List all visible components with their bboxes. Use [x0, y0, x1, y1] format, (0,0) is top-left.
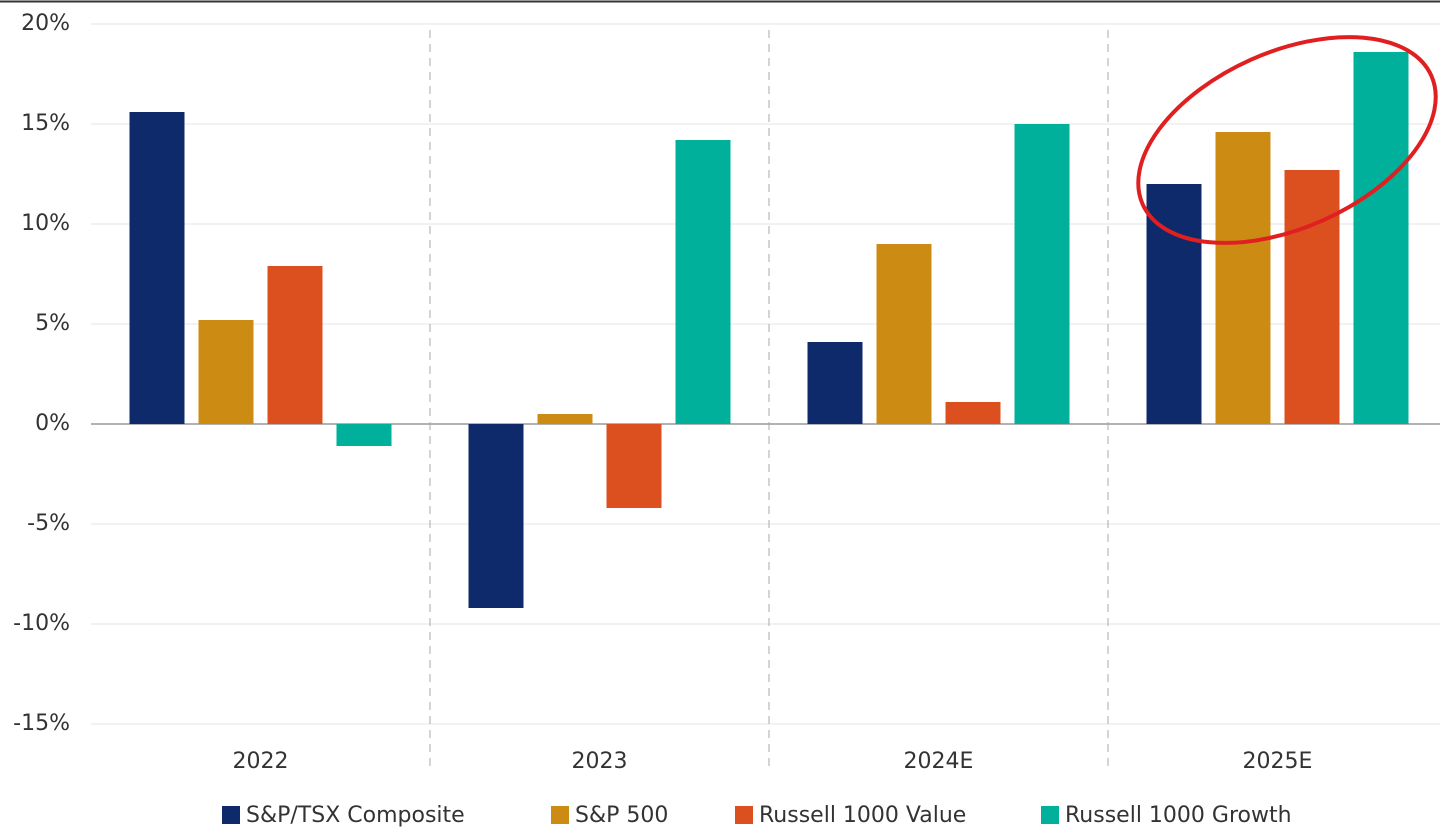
y-tick-label: -5%: [27, 511, 70, 536]
legend-swatch: [551, 806, 569, 824]
plot-area: -15% -10% -5% 0% 5% 10% 15% 20% 2022 2023 2024E 202…: [13, 11, 1440, 774]
bar: [1284, 170, 1340, 424]
bar: [876, 244, 932, 424]
bar: [807, 342, 863, 424]
legend-label: Russell 1000 Value: [759, 803, 966, 827]
bar: [468, 424, 524, 608]
bar: [945, 402, 1001, 424]
x-tick-label: 2022: [233, 749, 289, 774]
legend-swatch: [735, 806, 753, 824]
legend-swatch: [222, 806, 240, 824]
bar: [537, 414, 593, 424]
bar: [1215, 132, 1271, 424]
y-tick-label: 20%: [21, 11, 70, 36]
x-tick-label: 2025E: [1243, 749, 1313, 774]
bar: [1014, 124, 1070, 424]
y-tick-label: -10%: [13, 611, 70, 636]
highlight-ellipse: [1136, 35, 1438, 245]
bar: [1353, 52, 1409, 424]
bar: [198, 320, 254, 424]
legend-swatch: [1041, 806, 1059, 824]
bar: [129, 112, 185, 424]
y-tick-label: 0%: [35, 411, 70, 436]
legend-label: S&P/TSX Composite: [246, 803, 465, 827]
legend: S&P/TSX Composite S&P 500 Russell 1000 Val…: [222, 803, 1292, 827]
bar: [675, 140, 731, 424]
bar: [606, 424, 662, 508]
bar: [336, 424, 392, 446]
y-tick-label: 5%: [35, 311, 70, 336]
legend-label: Russell 1000 Growth: [1065, 803, 1292, 827]
y-tick-label: 10%: [21, 211, 70, 236]
y-tick-label: -15%: [13, 711, 70, 736]
y-tick-label: 15%: [21, 111, 70, 136]
legend-label: S&P 500: [575, 803, 668, 827]
x-tick-label: 2024E: [904, 749, 974, 774]
x-tick-label: 2023: [572, 749, 628, 774]
bar: [267, 266, 323, 424]
